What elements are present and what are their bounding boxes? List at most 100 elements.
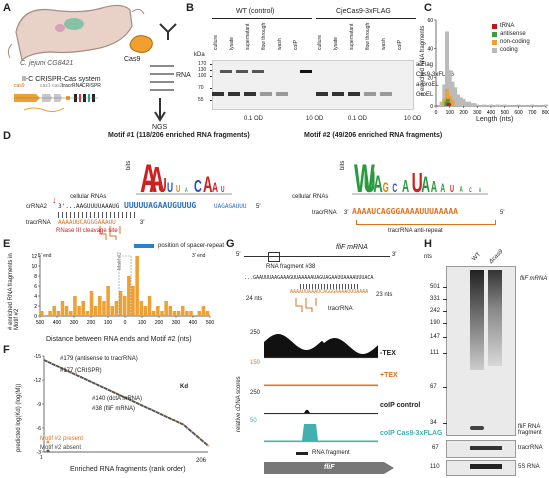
e-bar: [201, 306, 206, 316]
f-legend-present: Motif #2 present: [40, 436, 84, 442]
motif-logo-letter: U: [221, 186, 225, 194]
motif-logo-letter: U: [364, 166, 376, 199]
blot-lane-label: lysate: [333, 36, 339, 50]
group-cas9flag: CjeCas9-3xFLAG: [336, 8, 391, 15]
e-y-tick-label: 6: [34, 284, 37, 290]
g-fragment-bar: [296, 452, 308, 455]
f-legend-dot-absent: [46, 449, 50, 453]
c-bar: [446, 103, 451, 106]
cas9-label: Cas9: [124, 56, 141, 63]
e-x-tick-label: 400: [53, 320, 62, 326]
blot-lane-label: flow through: [365, 22, 371, 50]
motif-logo-letter: A: [431, 177, 437, 196]
motif-logo-letter: A: [140, 156, 157, 201]
f-ann-177: #177 (CRISPR): [60, 368, 102, 374]
h-nts-label: nts: [424, 254, 433, 260]
c-bar: [442, 84, 447, 106]
c-bar: [482, 104, 487, 106]
panel-label-b: B: [186, 2, 194, 14]
motif-logo-letter: U: [176, 184, 180, 195]
e-bar: [127, 276, 131, 316]
e-bar: [172, 311, 177, 316]
e-bar: [85, 311, 90, 316]
motif-logo-letter: A: [460, 186, 463, 195]
h-band-tracr: [470, 446, 502, 450]
g-scale-4: 50: [250, 418, 257, 424]
e-bar: [131, 286, 135, 316]
blot-band-cas9: [300, 70, 312, 73]
e-bar: [147, 296, 152, 316]
e-x-tick-label: 500: [206, 320, 215, 326]
g-ylabel: relative cDNA scores: [236, 376, 242, 432]
g-fragment-box: [268, 252, 280, 262]
e-bar: [160, 311, 164, 316]
e-bar: [122, 296, 127, 316]
e-y-tick-label: 4: [34, 294, 37, 300]
e-x-tick-label: 500: [36, 320, 45, 326]
antibody-icon: [159, 23, 177, 40]
antirepeat-label: tracrRNA anti-repeat: [388, 228, 443, 234]
motif-logo-letter: A: [402, 177, 409, 197]
f-xlabel: Enriched RNA fragments (rank order): [70, 466, 186, 473]
motif1-title: Motif #1 (118/206 enriched RNA fragments…: [108, 132, 250, 139]
f-y-tick-label: -6: [37, 426, 42, 432]
motif-logo-letter: U: [412, 167, 423, 198]
g-nts-24: 24 nts: [246, 296, 263, 302]
e-y-tick-label: 2: [34, 304, 37, 310]
rnase-arrow-icon: ↓: [52, 195, 57, 205]
c-bar: [472, 103, 477, 106]
e-x-tick-label: 300: [70, 320, 79, 326]
motif-logo-letter: A: [203, 173, 213, 197]
panel-label-g: G: [226, 238, 235, 250]
h-marker-tick: [443, 353, 447, 354]
g-mrna-label: fliF mRNA: [336, 244, 368, 251]
e-bar: [118, 291, 123, 316]
rna-label: RNA: [176, 72, 191, 79]
c-x-tick-label: 100: [446, 110, 455, 116]
c-x-tick-label: 200: [459, 110, 468, 116]
h-label-mrna: fliF mRNA: [520, 276, 548, 282]
bacterium-illustration: [7, 4, 145, 62]
h-marker-tick: [443, 423, 447, 424]
od-label-2: 10 OD: [306, 116, 324, 122]
c-bar: [450, 81, 455, 106]
tracr-hairpin-d1: [99, 226, 121, 240]
c-y-tick-label: 40: [427, 47, 433, 53]
gene-cas9: cas9: [14, 83, 25, 89]
h-marker: 501: [430, 284, 441, 290]
e-x-tick-label: 200: [155, 320, 164, 326]
c-y-tick-label: 20: [427, 75, 433, 81]
c-bar: [495, 104, 500, 106]
gene-crispr: CRISPR: [82, 83, 101, 89]
e-bar: [69, 311, 73, 316]
blot-lane-label: coIP: [397, 39, 403, 50]
blot-lane-label: lysate: [229, 36, 235, 50]
motif-logo-letter: G: [383, 181, 389, 196]
h-marker: 34: [430, 420, 437, 426]
motif-logo-letter: C: [392, 182, 397, 196]
motif2-3prime: 3': [344, 210, 349, 216]
h-marker-110: 110: [430, 464, 440, 470]
g-gene-arrow: [264, 462, 394, 474]
motif-logo-letter: A: [185, 187, 188, 194]
h-marker-tick: [443, 387, 447, 388]
od-label-4: 10 OD: [404, 116, 422, 122]
c-bar: [450, 100, 455, 106]
blot-band-groel: [332, 92, 344, 96]
g-scale-1: 250: [250, 330, 261, 336]
h-smear-wt: [470, 270, 484, 370]
e-bar: [168, 306, 173, 316]
blot-band-groel: [244, 92, 256, 96]
c-y-tick-label: 0: [430, 104, 433, 110]
c-bar: [439, 101, 444, 106]
gene-cas2: cas2: [52, 83, 63, 89]
e-bar: [52, 306, 56, 316]
gene-cas1: cas1: [40, 83, 51, 89]
e-bar: [176, 311, 181, 316]
h-marker-67b: 67: [432, 445, 439, 451]
chart-f: -3 -6 -9 -12 -15: [34, 354, 209, 456]
h-label-fragment: fliF RNA fragment: [518, 424, 542, 436]
g-track-3: [264, 424, 378, 442]
g-mrna-line: [244, 256, 390, 257]
